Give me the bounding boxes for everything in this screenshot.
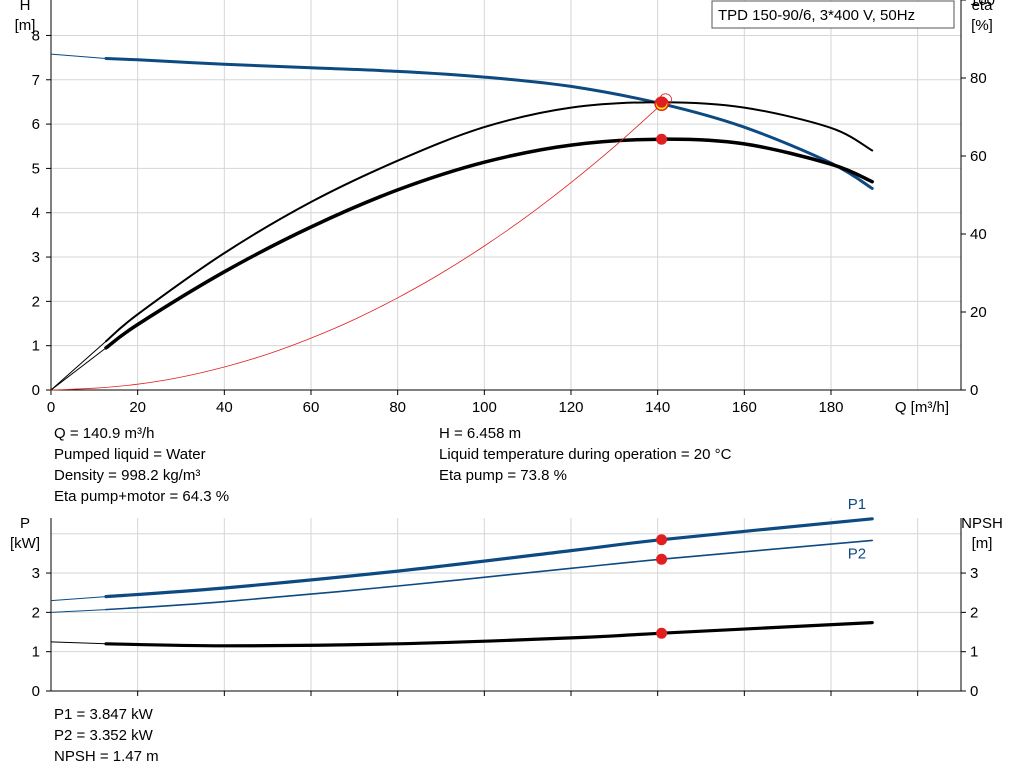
eta-pump-readout: Eta pump = 73.8 % [439,467,567,484]
info-right: H = 6.458 m Liquid temperature during op… [439,423,731,486]
y2-tick-label: 60 [970,148,987,165]
y-axis-label: [m] [15,17,36,34]
y2-tick-label: 20 [970,304,987,321]
info-left: Q = 140.9 m³/h Pumped liquid = Water Den… [54,423,229,507]
bottom-p2-extension [50,609,107,613]
y-tick-label: 4 [32,205,40,222]
top-head-extension [50,53,107,59]
y-tick-label: 8 [32,27,40,44]
y-tick-label: 1 [32,338,40,355]
y2-tick-label: 100 [970,0,995,9]
top-eta_pump-extension [50,340,107,391]
y-axis-label: [kW] [10,535,40,552]
y2-tick-label: 3 [970,565,978,582]
x-tick-label: 180 [818,399,843,416]
y-tick-label: 3 [32,249,40,266]
y-tick-label: 0 [32,382,40,399]
x-tick-label: 80 [389,399,406,416]
bottom-p2-curve [105,539,873,611]
x-tick-label: 20 [129,399,146,416]
pumped-liquid-readout: Pumped liquid = Water [54,446,206,463]
y2-tick-label: 40 [970,226,987,243]
p1-readout: P1 = 3.847 kW [54,706,153,723]
y-tick-label: 3 [32,565,40,582]
bottom-p1-curve [104,517,874,599]
y-tick-label: 1 [32,644,40,661]
top-eta_pump-curve [105,101,874,343]
x-tick-label: 0 [47,399,55,416]
x-tick-label: 40 [216,399,233,416]
operating-point-p2 [656,553,668,565]
y2-tick-label: 0 [970,683,978,700]
top-head-curve [104,57,874,190]
x-tick-label: 140 [645,399,670,416]
y-tick-label: 7 [32,72,40,89]
top-system-curve [50,101,665,391]
y2-axis-label: [m] [972,535,993,552]
bottom-p1-label: P1 [848,496,866,513]
operating-point-npsh [656,627,668,639]
chart-title-box [711,0,955,29]
y2-axis-label: eta [972,0,994,14]
y-tick-label: 5 [32,160,40,177]
bottom-npsh-extension [50,641,107,645]
y2-tick-label: 0 [970,382,978,399]
y2-tick-label: 2 [970,604,978,621]
y2-axis-label: NPSH [961,515,1003,532]
operating-point-eta-pump [656,96,668,108]
y-axis-label: H [20,0,31,14]
flow-readout: Q = 140.9 m³/h [54,425,155,442]
head-readout: H = 6.458 m [439,425,522,442]
bottom-npsh-curve [104,621,874,648]
operating-point-eta-total [656,133,668,145]
x-tick-label: 160 [732,399,757,416]
x-axis-label: Q [m³/h] [895,399,949,416]
top-eta_total-extension [50,347,107,391]
temperature-readout: Liquid temperature during operation = 20… [439,446,732,463]
bottom-p2-label: P2 [848,545,866,562]
chart-title: TPD 150-90/6, 3*400 V, 50Hz [718,7,915,24]
x-tick-label: 60 [303,399,320,416]
y2-tick-label: 1 [970,644,978,661]
density-readout: Density = 998.2 kg/m³ [54,467,201,484]
x-tick-label: 100 [472,399,497,416]
y2-tick-label: 80 [970,70,987,87]
y-tick-label: 2 [32,293,40,310]
eta-total-readout: Eta pump+motor = 64.3 % [54,488,230,505]
y-tick-label: 2 [32,604,40,621]
npsh-readout: NPSH = 1.47 m [54,748,159,765]
power-npsh-plot: 0 1 2 3 0 1 2 3 P [kW] NPSH [m] P1 P2 [10,496,1003,700]
x-tick-label: 120 [558,399,583,416]
p2-readout: P2 = 3.352 kW [54,727,153,744]
info-bottom: P1 = 3.847 kW P2 = 3.352 kW NPSH = 1.47 … [54,704,159,767]
y-tick-label: 6 [32,116,40,133]
operating-point-p1 [656,534,668,546]
y-tick-label: 0 [32,683,40,700]
top-eta_total-curve [104,137,874,350]
y2-axis-label: [%] [971,17,993,34]
bottom-p1-extension [50,596,107,602]
y-axis-label: P [20,515,30,532]
